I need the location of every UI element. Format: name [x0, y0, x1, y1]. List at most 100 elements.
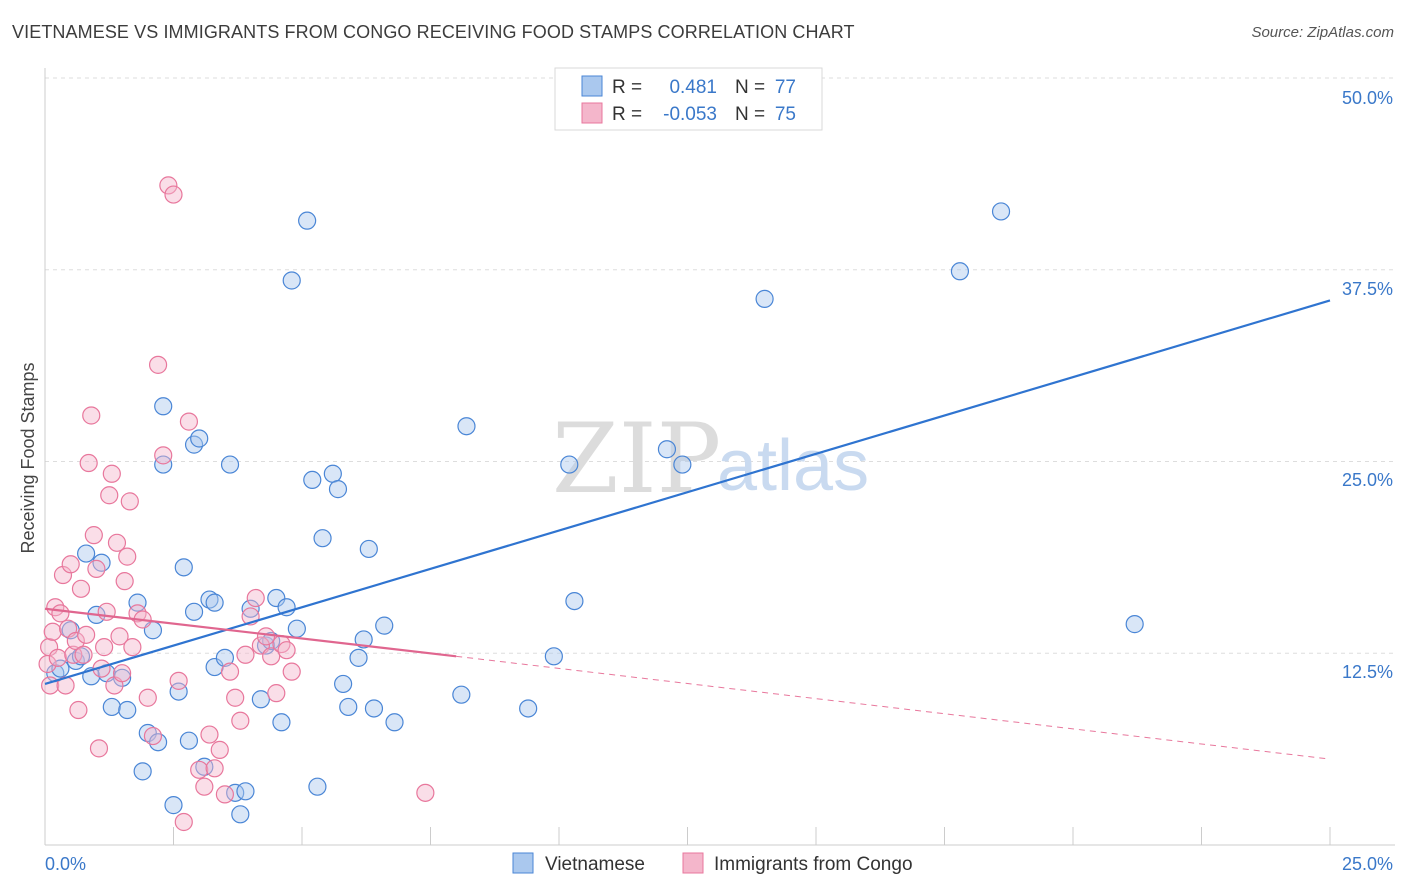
point-vietnamese: [200, 590, 219, 609]
point-congo: [110, 627, 129, 646]
point-vietnamese: [154, 455, 173, 474]
legend-n-label: N =: [735, 77, 765, 98]
legend-n-label: N =: [735, 104, 765, 125]
point-congo: [64, 645, 83, 664]
point-vietnamese: [364, 699, 384, 718]
point-congo: [138, 688, 157, 707]
point-vietnamese: [298, 211, 317, 230]
point-vietnamese: [282, 271, 301, 290]
point-vietnamese: [128, 593, 147, 612]
point-congo: [89, 739, 109, 758]
point-vietnamese: [190, 429, 209, 448]
point-vietnamese: [112, 668, 132, 687]
point-congo: [97, 602, 116, 621]
point-vietnamese: [174, 558, 193, 577]
point-congo: [74, 645, 93, 664]
point-vietnamese: [339, 697, 358, 717]
legend-n-value: 75: [775, 104, 796, 125]
point-congo: [112, 664, 132, 683]
point-congo: [82, 406, 101, 425]
legend-r-label: R =: [612, 77, 642, 98]
point-congo: [200, 725, 219, 744]
point-congo: [179, 412, 199, 431]
point-congo: [148, 355, 168, 374]
point-vietnamese: [1125, 615, 1144, 634]
point-congo: [77, 625, 96, 644]
point-vietnamese: [354, 630, 373, 649]
point-vietnamese: [308, 777, 327, 796]
point-congo: [236, 645, 255, 664]
point-vietnamese: [220, 455, 240, 474]
point-congo: [107, 533, 127, 552]
point-congo: [215, 785, 234, 804]
x-tick-label: 25.0%: [1342, 854, 1393, 874]
series-congo: [38, 176, 435, 832]
point-vietnamese: [241, 599, 260, 618]
point-congo: [115, 572, 134, 591]
point-vietnamese: [77, 544, 96, 563]
y-tick-label: 25.0%: [1342, 470, 1393, 490]
point-vietnamese: [215, 648, 234, 667]
point-congo: [69, 700, 88, 720]
legend-swatch-pink: [581, 102, 603, 124]
point-vietnamese: [673, 455, 692, 474]
y-axis-label: Receiving Food Stamps: [18, 362, 38, 553]
x-tick-label: 0.0%: [45, 854, 86, 874]
chart-title: VIETNAMESE VS IMMIGRANTS FROM CONGO RECE…: [12, 22, 855, 42]
point-vietnamese: [272, 713, 291, 732]
point-vietnamese: [385, 713, 404, 732]
point-vietnamese: [169, 682, 188, 701]
point-vietnamese: [118, 700, 137, 720]
point-congo: [66, 631, 85, 651]
point-congo: [43, 622, 62, 641]
point-congo: [231, 711, 250, 730]
point-vietnamese: [179, 731, 199, 750]
point-vietnamese: [950, 262, 970, 281]
legend-r-value: -0.053: [663, 104, 717, 125]
point-congo: [154, 446, 173, 465]
tick-labels: 12.5% 25.0% 37.5% 50.0% 0.0% 25.0%: [45, 88, 1393, 874]
trend-lines: [44, 299, 1331, 760]
trend-line-congo-extrapolated: [456, 655, 1331, 760]
point-vietnamese: [205, 593, 224, 612]
point-vietnamese: [287, 619, 306, 638]
point-vietnamese: [375, 616, 394, 635]
point-vietnamese: [452, 685, 471, 704]
point-vietnamese: [251, 690, 270, 709]
point-congo: [205, 759, 224, 778]
bottom-legend-vietnamese: Vietnamese: [545, 854, 645, 875]
point-vietnamese: [755, 289, 774, 308]
point-congo: [102, 464, 121, 483]
point-congo: [262, 647, 281, 666]
point-vietnamese: [359, 539, 378, 559]
point-vietnamese: [457, 417, 476, 436]
watermark-zip: ZIP: [552, 403, 721, 515]
trend-line-vietnamese: [44, 299, 1331, 685]
bottom-legend-swatch-pink: [682, 852, 704, 874]
legend-box: R = 0.481 N = 77 R = -0.053 N = 75: [554, 67, 823, 131]
point-congo: [169, 671, 188, 690]
point-congo: [71, 579, 91, 598]
point-vietnamese: [138, 723, 157, 743]
point-vietnamese: [328, 480, 348, 499]
point-vietnamese: [313, 529, 332, 548]
point-congo: [48, 648, 67, 667]
point-congo: [120, 492, 139, 511]
point-congo: [190, 760, 209, 779]
point-congo: [277, 641, 296, 660]
point-vietnamese: [303, 470, 322, 490]
axes: [44, 68, 1395, 846]
point-congo: [159, 176, 178, 195]
y-tick-label: 50.0%: [1342, 88, 1393, 108]
point-congo: [84, 526, 103, 545]
point-congo: [220, 662, 240, 681]
watermark-atlas: atlas: [717, 426, 869, 506]
point-vietnamese: [519, 699, 538, 718]
bottom-legend: Vietnamese Immigrants from Congo: [512, 852, 913, 875]
legend-r-value: 0.481: [669, 77, 717, 98]
point-congo: [164, 185, 183, 204]
bottom-legend-swatch-blue: [512, 852, 534, 874]
y-tick-label: 12.5%: [1342, 662, 1393, 682]
point-vietnamese: [236, 782, 255, 801]
